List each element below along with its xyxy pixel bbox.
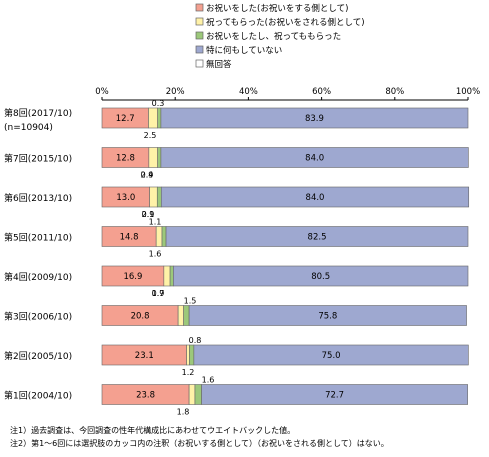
data-label: 75.8 bbox=[318, 312, 337, 322]
data-label: 12.7 bbox=[116, 114, 135, 124]
bar-segment bbox=[194, 384, 202, 405]
small-data-label: 1.7 bbox=[152, 289, 165, 298]
data-label: 84.0 bbox=[306, 193, 325, 203]
small-data-label: 0.9 bbox=[152, 289, 165, 298]
small-data-label: 0.3 bbox=[152, 99, 165, 108]
legend-swatch-1 bbox=[195, 17, 204, 26]
bars: 12.7 83.9 12.8 84.0 13.0 84.0 14.8 82.5 16.9 80.5… bbox=[101, 99, 470, 417]
bar-segment bbox=[156, 186, 162, 208]
legend-label-0: お祝いをした(お祝いをする側として) bbox=[206, 3, 348, 14]
bar-segment bbox=[169, 265, 174, 287]
small-data-label: 0.9 bbox=[141, 171, 154, 180]
bar-segment bbox=[188, 384, 196, 405]
footnote-2: 注2）第1～6回には選択肢のカッコ内の注釈（お祝いする側として）（お祝いをされる… bbox=[10, 438, 389, 448]
bar-segment bbox=[148, 147, 158, 168]
bar-segment bbox=[148, 107, 158, 129]
bar-segment bbox=[160, 147, 469, 168]
footnote-1: 注1）過去調査は、今回調査の性年代構成比にあわせてウエイトバックした値。 bbox=[10, 425, 295, 435]
bar-segment bbox=[183, 305, 190, 326]
bar-segment bbox=[149, 186, 158, 208]
data-label: 80.5 bbox=[311, 272, 330, 282]
small-data-label: 1.1 bbox=[149, 218, 162, 227]
data-label: 84.0 bbox=[305, 154, 324, 164]
small-data-label: 1.2 bbox=[182, 368, 195, 377]
legend: お祝いをした(お祝いをする側として) 祝ってもらった(お祝いをされる側として) お祝… bbox=[195, 3, 365, 70]
data-label: 20.8 bbox=[131, 312, 150, 322]
x-tick-label: 0% bbox=[95, 87, 109, 97]
data-label: 72.7 bbox=[325, 391, 344, 401]
x-tick-label: 100% bbox=[456, 87, 480, 97]
legend-swatch-4 bbox=[195, 59, 204, 68]
bar-segment bbox=[163, 265, 171, 287]
bar-segment bbox=[161, 226, 167, 247]
small-data-label: 0.8 bbox=[189, 336, 202, 345]
bar-segment bbox=[177, 305, 184, 326]
legend-label-2: お祝いをしたし、祝ってももらった bbox=[206, 31, 341, 42]
bar-segment bbox=[165, 226, 469, 247]
footnotes: 注1）過去調査は、今回調査の性年代構成比にあわせてウエイトバックした値。 注2）… bbox=[10, 425, 389, 448]
x-tick-label: 20% bbox=[166, 87, 185, 97]
legend-swatch-3 bbox=[195, 45, 204, 54]
data-label: 75.0 bbox=[322, 351, 341, 361]
bar-segment bbox=[173, 265, 469, 287]
category-label: 第1回(2004/10) bbox=[4, 390, 72, 402]
legend-swatch-2 bbox=[195, 31, 204, 40]
small-data-label: 2.5 bbox=[144, 131, 157, 140]
legend-label-4: 無回答 bbox=[206, 59, 232, 70]
category-label: 第5回(2011/10) bbox=[4, 232, 72, 244]
data-label: 13.0 bbox=[116, 193, 135, 203]
x-axis: 0% 20% 40% 60% 80% 100% bbox=[95, 87, 480, 101]
small-data-label: 1.8 bbox=[177, 408, 190, 417]
bar-segment bbox=[188, 305, 467, 326]
data-label: 83.9 bbox=[305, 114, 324, 124]
data-label: 16.9 bbox=[123, 272, 142, 282]
data-label: 82.5 bbox=[308, 233, 327, 243]
bar-segment bbox=[157, 147, 162, 168]
category-label: 第2回(2005/10) bbox=[4, 350, 72, 362]
category-label: (n=10904) bbox=[4, 123, 53, 133]
data-label: 14.8 bbox=[120, 233, 139, 243]
category-labels: 第8回(2017/10) (n=10904) 第7回(2015/10) 第6回(201… bbox=[4, 107, 72, 402]
bar-segment bbox=[157, 107, 162, 129]
category-label: 第4回(2009/10) bbox=[4, 271, 72, 283]
bar-segment bbox=[189, 344, 195, 366]
small-data-label: 2.1 bbox=[142, 210, 155, 219]
category-label: 第7回(2015/10) bbox=[4, 153, 72, 165]
category-label: 第8回(2017/10) bbox=[4, 107, 72, 119]
x-tick-label: 80% bbox=[385, 87, 404, 97]
bar-segment bbox=[186, 344, 190, 366]
data-label: 23.1 bbox=[135, 351, 154, 361]
category-label: 第3回(2006/10) bbox=[4, 311, 72, 323]
data-label: 12.8 bbox=[116, 154, 135, 164]
bar-segment bbox=[193, 344, 469, 366]
legend-swatch-0 bbox=[195, 3, 204, 12]
bar-segment bbox=[160, 107, 469, 129]
small-data-label: 1.6 bbox=[149, 250, 162, 259]
small-data-label: 2.4 bbox=[141, 171, 154, 180]
small-data-label: 0.9 bbox=[142, 210, 155, 219]
small-data-label: 1.5 bbox=[184, 297, 197, 306]
small-data-label: 1.6 bbox=[202, 376, 215, 385]
data-label: 23.8 bbox=[136, 391, 155, 401]
legend-label-3: 特に何もしていない bbox=[206, 45, 282, 56]
x-tick-label: 40% bbox=[239, 87, 258, 97]
bar-segment bbox=[201, 384, 468, 405]
category-label: 第6回(2013/10) bbox=[4, 192, 72, 204]
bar-segment bbox=[160, 186, 470, 208]
bar-segment bbox=[155, 226, 163, 247]
x-tick-label: 60% bbox=[312, 87, 331, 97]
legend-label-1: 祝ってもらった(お祝いをされる側として) bbox=[206, 17, 365, 28]
